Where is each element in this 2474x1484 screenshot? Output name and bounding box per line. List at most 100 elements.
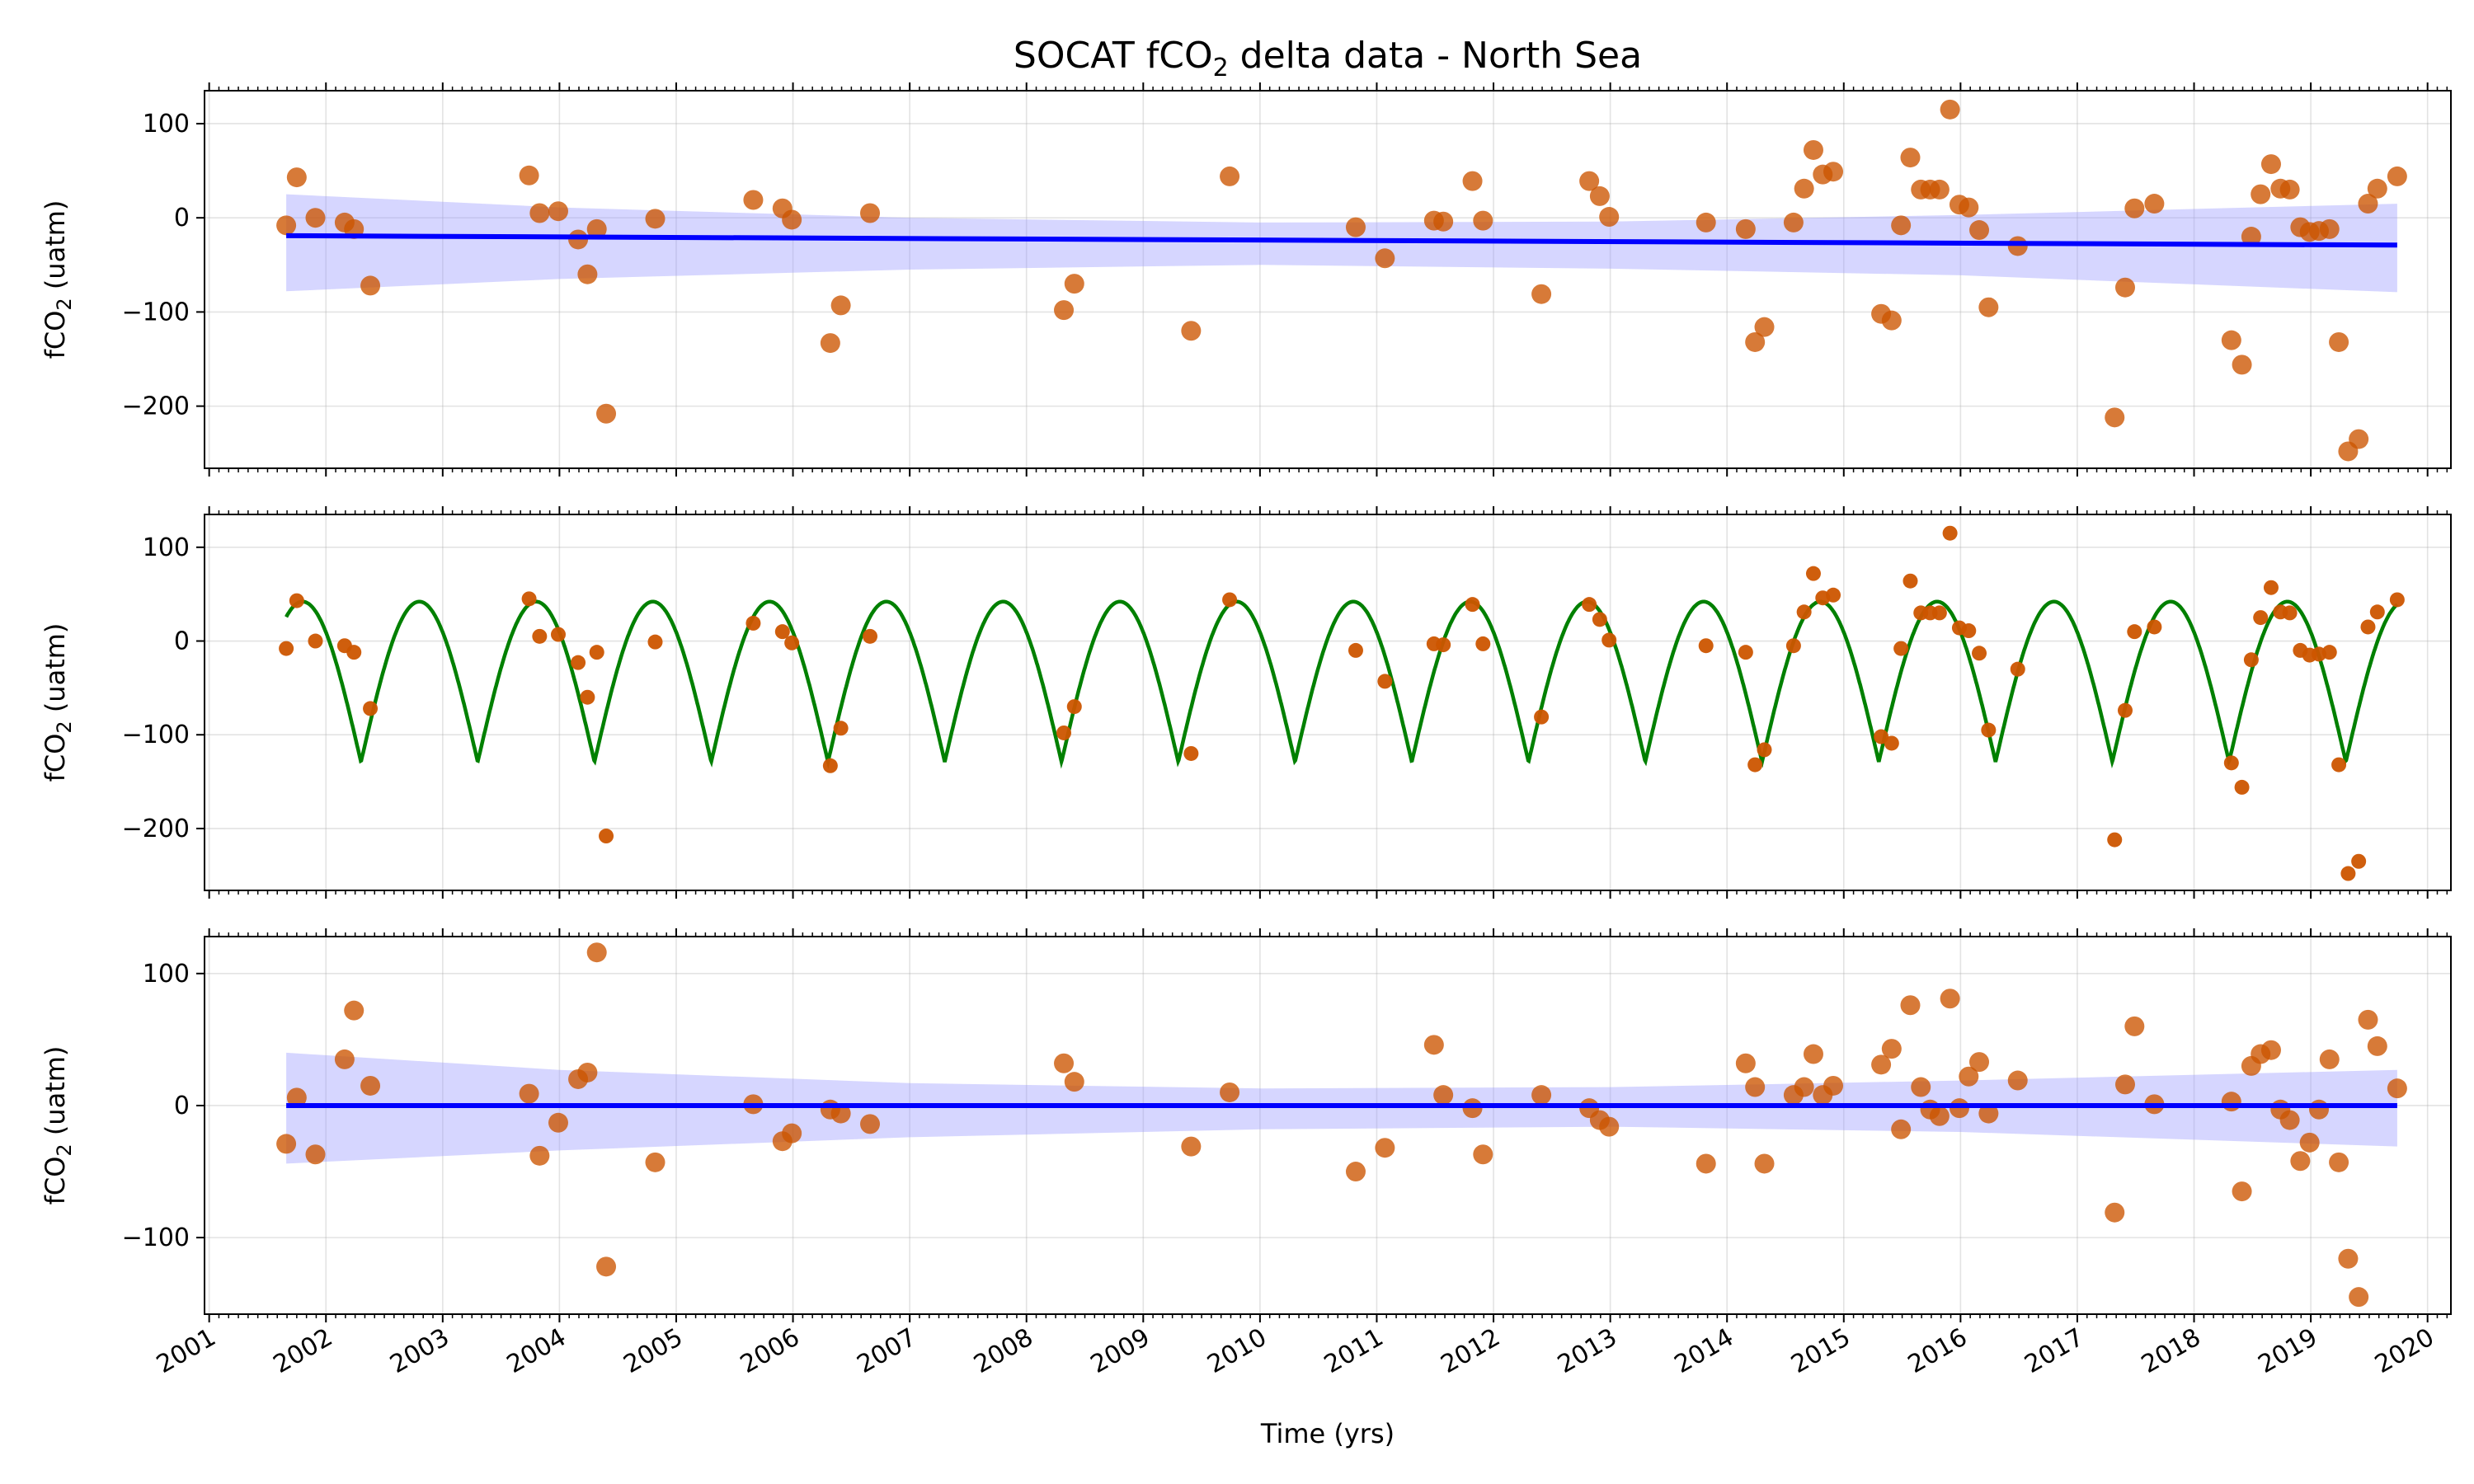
data-point [2263, 580, 2279, 595]
data-point [2107, 832, 2123, 848]
data-point [1056, 725, 1072, 740]
y-axis-label: fCO2 (uatm) [40, 1046, 76, 1205]
data-point [1377, 674, 1393, 689]
y-tick-label: 0 [174, 627, 190, 656]
data-point [550, 627, 566, 642]
data-point [863, 628, 878, 644]
data-point [1696, 212, 1716, 232]
data-point [1220, 166, 1240, 186]
data-point [279, 641, 294, 656]
data-point [2221, 1092, 2241, 1112]
data-point [1735, 218, 1756, 239]
data-point [2331, 757, 2347, 773]
data-point [1891, 1119, 1912, 1139]
data-point [1345, 217, 1366, 237]
data-point [1871, 1054, 1892, 1075]
data-point [532, 628, 548, 644]
data-point [1785, 638, 1801, 654]
data-point [1181, 321, 1202, 341]
data-point [2282, 605, 2298, 621]
data-point [2387, 166, 2407, 186]
data-point [2279, 179, 2300, 200]
data-point [1903, 573, 1918, 589]
data-point [1579, 171, 1600, 191]
data-point [1462, 171, 1483, 191]
data-point [2360, 619, 2376, 635]
data-point [1884, 735, 1899, 751]
data-point [1961, 623, 1977, 639]
data-point [1534, 709, 1550, 725]
data-point [1754, 317, 1775, 337]
data-point [2117, 702, 2133, 718]
data-point [1064, 274, 1084, 294]
data-point [1794, 178, 1814, 199]
seasonal-fit-line [285, 599, 2399, 769]
data-point [1949, 1098, 1969, 1119]
data-points-middle [279, 525, 2405, 881]
data-point [1942, 525, 1958, 541]
data-point [346, 645, 362, 660]
data-point [782, 1123, 802, 1144]
y-tick-label: −200 [122, 392, 190, 421]
data-point [2232, 1181, 2252, 1202]
data-point [830, 295, 851, 316]
y-tick-label: 0 [174, 204, 190, 232]
data-point [1911, 1077, 1931, 1097]
data-point [363, 701, 379, 716]
data-point [1783, 212, 1804, 232]
data-point [2329, 331, 2349, 352]
data-point [2329, 1152, 2349, 1172]
data-point [774, 624, 790, 640]
data-point [645, 1152, 666, 1172]
data-point [2358, 194, 2378, 214]
panel-middle: −200 −100 0 100 fCO2 (uatm) [40, 506, 2452, 899]
data-point [1929, 1106, 1950, 1126]
data-point [1794, 1077, 1814, 1097]
y-tick-label: 0 [174, 1092, 190, 1120]
data-point [519, 165, 539, 186]
data-point [1969, 220, 1990, 241]
data-point [276, 215, 297, 236]
data-point [1531, 1085, 1552, 1106]
data-point [1940, 989, 1960, 1009]
data-point [1183, 745, 1199, 761]
data-point [2349, 429, 2369, 449]
data-point [2279, 1110, 2300, 1130]
data-point [334, 1049, 355, 1069]
data-points-top [276, 99, 2407, 462]
data-point [1599, 207, 1620, 228]
data-point [286, 1087, 307, 1108]
data-point [1433, 211, 1454, 232]
data-point [1881, 1039, 1902, 1059]
data-point [1696, 1153, 1716, 1174]
data-point [820, 333, 840, 354]
data-point [1054, 300, 1075, 321]
y-tick-label: 100 [143, 960, 190, 989]
data-point [305, 1144, 326, 1165]
data-point [519, 1083, 539, 1104]
data-point [1064, 1072, 1084, 1092]
data-point [860, 1114, 881, 1134]
data-point [1891, 215, 1912, 236]
data-point [1222, 592, 1238, 608]
data-point [1475, 636, 1491, 651]
data-point [529, 203, 550, 223]
y-tick-label: −100 [122, 721, 190, 749]
data-point [1959, 1066, 1979, 1087]
data-point [2369, 604, 2385, 620]
data-point [1465, 597, 1480, 613]
grid-middle [205, 514, 2451, 890]
data-point [1940, 99, 1960, 120]
data-point [589, 645, 604, 660]
data-point [2241, 227, 2261, 247]
data-point [1462, 1098, 1483, 1119]
data-point [548, 201, 568, 222]
y-tick-label: −100 [122, 298, 190, 326]
data-point [1803, 1044, 1823, 1064]
data-point [2114, 277, 2135, 298]
data-point [2321, 645, 2337, 660]
data-point [2243, 652, 2259, 668]
data-point [360, 275, 381, 296]
data-point [308, 633, 323, 649]
data-point [2319, 218, 2340, 239]
